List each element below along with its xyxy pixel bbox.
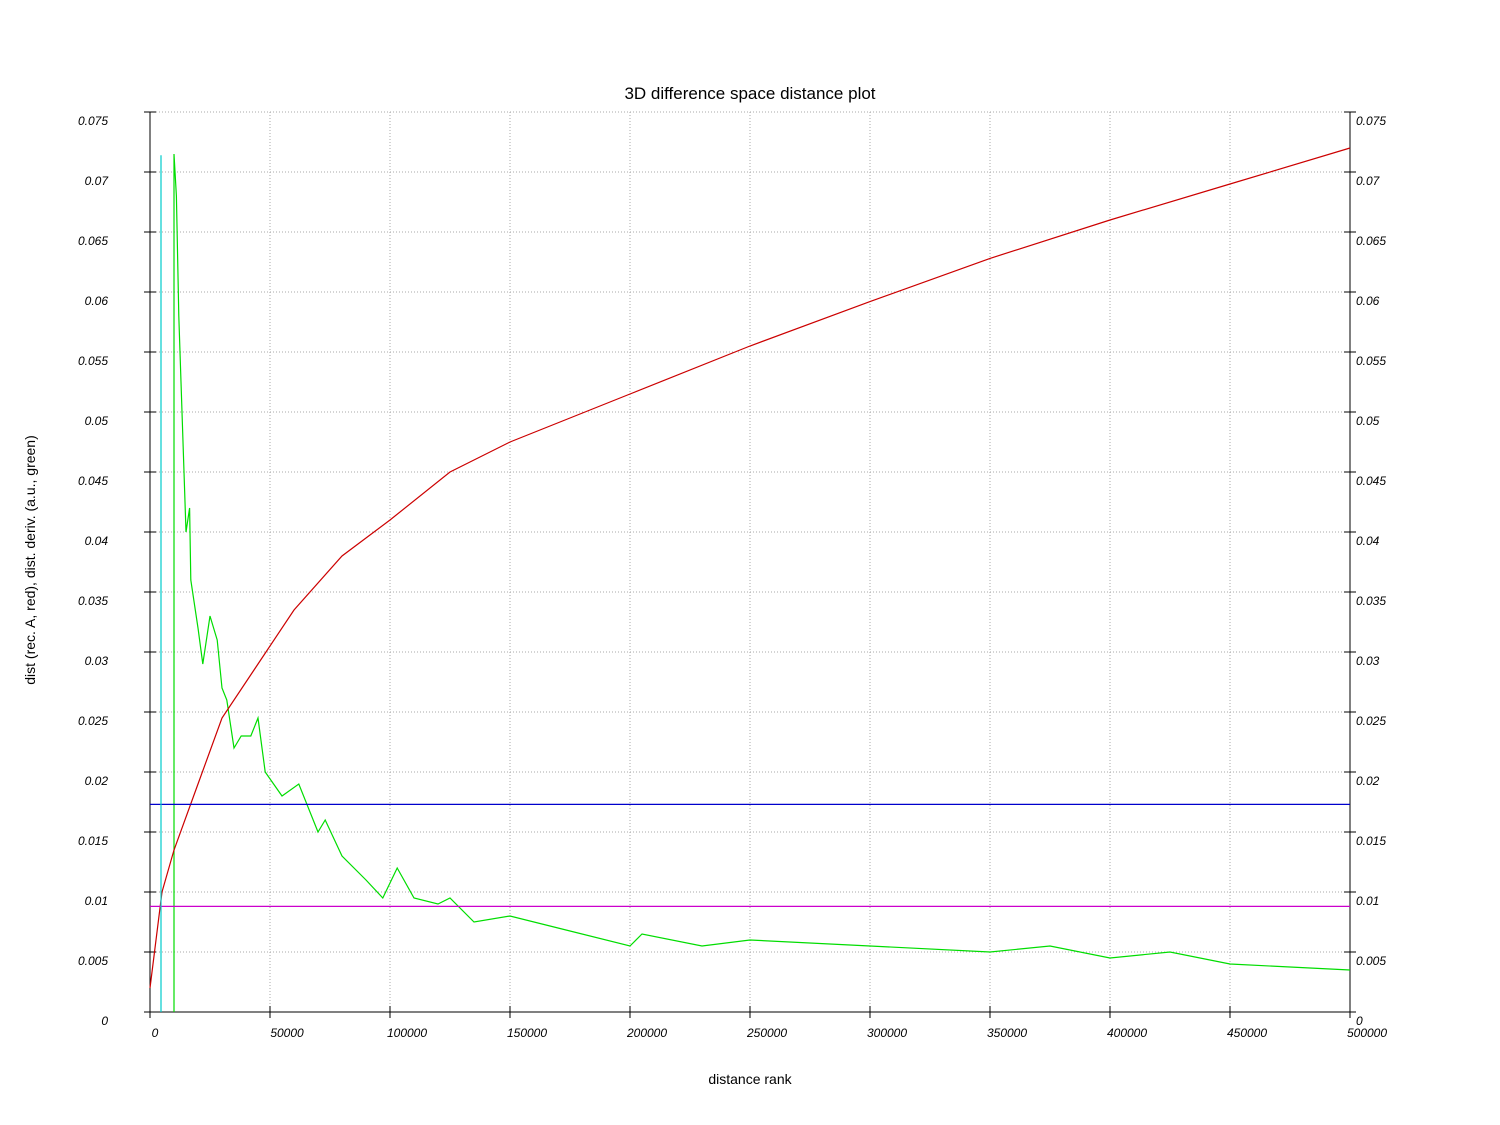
y-tick-label: 0.035 [78, 594, 108, 608]
y-tick-label: 0.005 [78, 954, 108, 968]
y2-tick-label: 0.02 [1356, 774, 1380, 788]
y-tick-label: 0.065 [78, 234, 108, 248]
y-tick-label: 0.02 [85, 774, 109, 788]
y-tick-label: 0.06 [85, 294, 109, 308]
x-tick-label: 450000 [1227, 1026, 1267, 1040]
y-tick-label: 0.01 [85, 894, 108, 908]
y-tick-label: 0.045 [78, 474, 108, 488]
y2-tick-label: 0.03 [1356, 654, 1380, 668]
y2-tick-label: 0.005 [1356, 954, 1386, 968]
y2-tick-label: 0 [1356, 1014, 1363, 1028]
x-tick-label: 300000 [867, 1026, 907, 1040]
y2-tick-label: 0.075 [1356, 114, 1386, 128]
x-axis-label: distance rank [708, 1071, 792, 1087]
y-tick-label: 0.055 [78, 354, 108, 368]
x-tick-label: 350000 [987, 1026, 1027, 1040]
y2-tick-label: 0.06 [1356, 294, 1380, 308]
y2-tick-label: 0.015 [1356, 834, 1386, 848]
series-line [149, 147, 1351, 989]
y-tick-label: 0.03 [85, 654, 109, 668]
y-axis-label: dist (rec. A, red), dist. deriv. (a.u., … [22, 435, 38, 685]
y2-tick-label: 0.05 [1356, 414, 1380, 428]
x-tick-label: 200000 [626, 1026, 667, 1040]
y-tick-label: 0.025 [78, 714, 108, 728]
y-tick-label: 0.04 [85, 534, 109, 548]
series-line [173, 153, 1351, 1012]
x-tick-label: 400000 [1107, 1026, 1147, 1040]
x-tick-label: 50000 [270, 1026, 304, 1040]
x-tick-label: 500000 [1347, 1026, 1387, 1040]
x-tick-label: 150000 [507, 1026, 547, 1040]
chart-title: 3D difference space distance plot [624, 84, 875, 103]
y2-tick-label: 0.01 [1356, 894, 1379, 908]
y2-tick-label: 0.065 [1356, 234, 1386, 248]
y-tick-label: 0.05 [85, 414, 109, 428]
y2-tick-label: 0.035 [1356, 594, 1386, 608]
y-tick-label: 0 [101, 1014, 108, 1028]
y2-tick-label: 0.025 [1356, 714, 1386, 728]
y2-tick-label: 0.04 [1356, 534, 1380, 548]
y-tick-label: 0.075 [78, 114, 108, 128]
x-tick-label: 250000 [746, 1026, 787, 1040]
y2-tick-label: 0.07 [1356, 174, 1381, 188]
x-tick-label: 100000 [387, 1026, 427, 1040]
y-tick-label: 0.07 [85, 174, 110, 188]
y2-tick-label: 0.055 [1356, 354, 1386, 368]
x-tick-label: 0 [152, 1026, 159, 1040]
y2-tick-label: 0.045 [1356, 474, 1386, 488]
y-tick-label: 0.015 [78, 834, 108, 848]
